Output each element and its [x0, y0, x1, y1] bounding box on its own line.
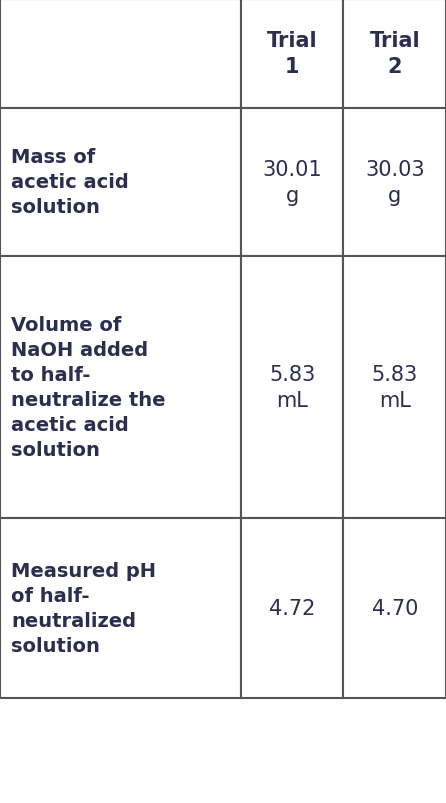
Bar	[0, 0, 241, 108]
Text: 4.72: 4.72	[269, 598, 315, 618]
Text: Mass of
acetic acid
solution: Mass of acetic acid solution	[11, 149, 129, 217]
Text: 30.03
g: 30.03 g	[365, 160, 425, 206]
Text: 5.83
mL: 5.83 mL	[372, 365, 418, 410]
Bar	[241, 108, 343, 257]
Bar	[343, 0, 446, 108]
Text: 5.83
mL: 5.83 mL	[269, 365, 315, 410]
Bar	[343, 257, 446, 518]
Text: Trial
2: Trial 2	[369, 31, 420, 77]
Text: Trial
1: Trial 1	[267, 31, 318, 77]
Bar	[343, 518, 446, 699]
Bar	[241, 518, 343, 699]
Text: 30.01
g: 30.01 g	[262, 160, 322, 206]
Bar	[343, 108, 446, 257]
Text: Measured pH
of half-
neutralized
solution: Measured pH of half- neutralized solutio…	[11, 561, 156, 655]
Bar	[0, 257, 241, 518]
Bar	[241, 0, 343, 108]
Bar	[0, 518, 241, 699]
Bar	[0, 108, 241, 257]
Text: Volume of
NaOH added
to half-
neutralize the
acetic acid
solution: Volume of NaOH added to half- neutralize…	[11, 316, 165, 459]
Text: 4.70: 4.70	[372, 598, 418, 618]
Bar	[241, 257, 343, 518]
